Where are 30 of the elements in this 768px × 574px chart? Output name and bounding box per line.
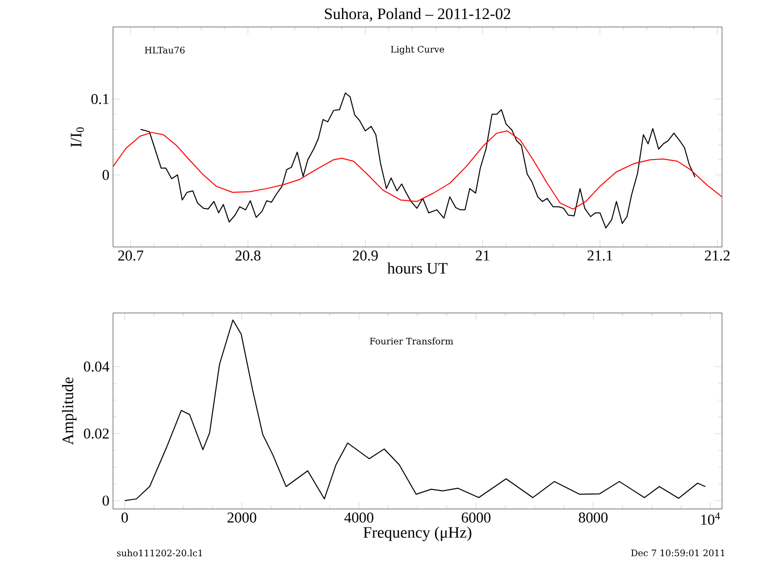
text: suho111202-20.lc1 (117, 549, 202, 556)
text: Dec 7 10:59:01 2011 (631, 549, 724, 556)
x-tick-label: 21.1 (588, 250, 612, 261)
x-tick-label: 4000 (344, 512, 374, 523)
x-tick-label: 2000 (228, 512, 256, 523)
x-tick-label: 20.7 (118, 250, 144, 261)
chart-title: Suhora, Poland – 2011-12-02 (325, 8, 510, 22)
annotation: Fourier Transform (370, 338, 454, 344)
x-tick-label: 10$^{4}$ (701, 512, 720, 525)
y-tick-label: 0.02 (84, 428, 109, 439)
x-tick-label: 21 (476, 250, 490, 260)
line-series (124, 320, 706, 502)
y-axis-title: Amplitude (62, 377, 76, 445)
y-axis-title: I/I$_{0}$ (70, 127, 84, 147)
x-tick-label: 0 (122, 512, 128, 523)
x-axis-title: hours UT (387, 262, 448, 274)
y-tick-label: 0 (102, 496, 109, 506)
annotation: Light Curve (390, 46, 444, 54)
y-tick-label: 0 (102, 170, 109, 180)
x-tick-label: 20.8 (236, 250, 260, 261)
line-series (113, 130, 722, 210)
y-tick-label: 0.1 (91, 94, 109, 104)
x-tick-label: 21.2 (704, 250, 730, 261)
x-tick-label: 8000 (578, 512, 608, 523)
annotation: HLTau76 (144, 46, 185, 54)
y-tick-label: 0.04 (84, 362, 110, 372)
x-axis-title: Frequency (μHz) (363, 526, 472, 542)
line-series (140, 92, 696, 229)
x-tick-label: 20.9 (352, 250, 378, 261)
x-tick-label: 6000 (462, 512, 490, 523)
